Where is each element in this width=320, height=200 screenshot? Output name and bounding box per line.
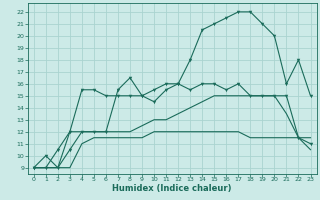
X-axis label: Humidex (Indice chaleur): Humidex (Indice chaleur)	[112, 184, 232, 193]
